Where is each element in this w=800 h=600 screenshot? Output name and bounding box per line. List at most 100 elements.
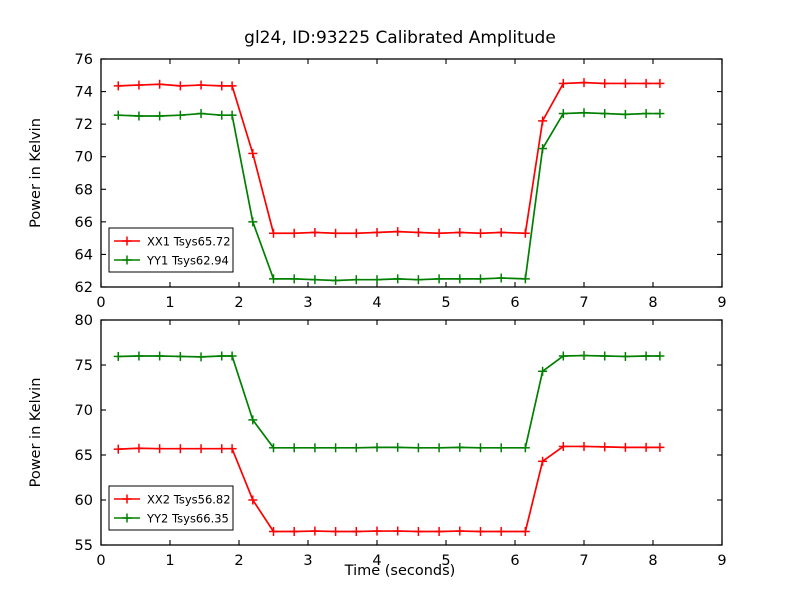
data-marker: [496, 443, 506, 453]
y-tick-label: 55: [75, 538, 93, 554]
y-tick-label: 76: [75, 52, 93, 68]
data-marker: [434, 228, 444, 238]
data-marker: [655, 351, 665, 361]
data-marker: [289, 274, 299, 284]
legend-label: XX1 Tsys65.72: [147, 235, 231, 249]
data-marker: [155, 351, 165, 361]
legend-swatch: [114, 494, 140, 504]
data-marker: [538, 456, 548, 466]
y-tick-label: 65: [75, 448, 93, 464]
data-marker: [351, 228, 361, 238]
data-marker: [641, 78, 651, 88]
legend-label: YY2 Tsys66.35: [146, 512, 229, 526]
data-marker: [455, 442, 465, 452]
x-tick-label: 5: [441, 553, 450, 569]
legend-box: [108, 227, 234, 273]
x-tick-label: 4: [372, 295, 381, 310]
data-marker: [579, 351, 589, 361]
x-tick-label: 8: [648, 553, 657, 569]
data-marker: [134, 351, 144, 361]
x-tick-label: 7: [579, 553, 588, 569]
data-marker: [434, 527, 444, 536]
data-marker: [155, 79, 165, 89]
y-tick-label: 62: [75, 280, 93, 296]
data-marker: [310, 443, 320, 453]
plot-svg-top: 0 1 2 3 4 5 6 7 8 9 62 64 66 68 70 72 74 76 Power in Kelvi…: [28, 52, 727, 310]
figure-title: gl24, ID:93225 Calibrated Amplitude: [244, 28, 556, 48]
data-marker: [434, 274, 444, 284]
data-marker: [413, 527, 423, 536]
data-marker: [413, 227, 423, 237]
x-tick-label: 0: [96, 295, 105, 310]
data-marker: [413, 275, 423, 285]
data-marker: [227, 81, 237, 91]
data-marker: [175, 110, 185, 120]
x-tick-label: 7: [579, 295, 588, 310]
data-marker: [558, 109, 568, 119]
data-marker: [496, 273, 506, 283]
legend-swatch: [114, 513, 140, 523]
data-marker: [655, 78, 665, 88]
axes-frame: [100, 319, 723, 546]
x-tick-label: 5: [441, 295, 450, 310]
data-marker: [269, 527, 278, 536]
data-marker: [520, 443, 530, 453]
data-marker: [579, 108, 589, 118]
data-marker: [413, 443, 423, 453]
data-marker: [155, 111, 165, 121]
data-marker: [476, 274, 485, 284]
data-marker: [538, 144, 548, 154]
data-marker: [520, 228, 530, 238]
data-marker: [217, 81, 227, 91]
data-marker: [558, 441, 568, 451]
series-line-0: [118, 81, 660, 235]
data-marker: [393, 442, 403, 452]
data-marker: [455, 274, 465, 284]
data-marker: [455, 526, 465, 536]
data-marker: [217, 110, 227, 120]
y-tick-label: 64: [75, 247, 93, 263]
data-marker: [520, 527, 530, 536]
data-marker: [196, 352, 206, 362]
plot-panel-bottom: 0 1 2 3 4 5 6 7 8 9 55 60 65 70 75 80 Power in Kelvin XX2…: [0, 310, 800, 600]
data-marker: [476, 527, 485, 536]
data-marker: [372, 442, 382, 452]
data-marker: [579, 78, 589, 88]
data-marker: [175, 351, 185, 361]
data-marker: [600, 351, 610, 361]
data-marker: [351, 527, 361, 536]
data-marker: [134, 111, 144, 121]
data-marker: [227, 444, 237, 454]
x-tick-label: 6: [510, 553, 519, 569]
data-marker: [620, 78, 630, 88]
x-tick-label: 6: [510, 295, 519, 310]
data-marker: [393, 227, 403, 237]
legend-swatch: [114, 236, 140, 246]
data-marker: [393, 274, 403, 284]
data-marker: [217, 444, 227, 454]
axes-frame: [100, 58, 723, 288]
y-axis-label: Power in Kelvin: [28, 378, 44, 488]
data-marker: [620, 109, 630, 119]
data-marker: [372, 227, 382, 237]
data-marker: [217, 351, 227, 361]
data-marker: [269, 228, 278, 238]
y-tick-label: 75: [75, 358, 93, 374]
legend-label: XX2 Tsys56.82: [147, 493, 231, 507]
data-marker: [641, 442, 651, 452]
data-marker: [289, 527, 299, 536]
series-line-0: [118, 445, 660, 533]
x-tick-label: 3: [303, 295, 312, 310]
y-tick-label: 66: [75, 215, 93, 231]
data-marker: [579, 441, 589, 451]
data-marker: [600, 109, 610, 119]
data-marker: [289, 228, 299, 238]
y-tick-label: 60: [75, 493, 93, 509]
data-marker: [538, 366, 548, 376]
data-marker: [331, 275, 341, 285]
data-marker: [331, 527, 341, 536]
plot-panel-top: 0 1 2 3 4 5 6 7 8 9 62 64 66 68 70 72 74 76 Power in Kelvi…: [28, 52, 727, 310]
x-tick-label: 2: [234, 553, 243, 569]
data-marker: [310, 227, 320, 237]
y-tick-label: 70: [75, 403, 93, 419]
